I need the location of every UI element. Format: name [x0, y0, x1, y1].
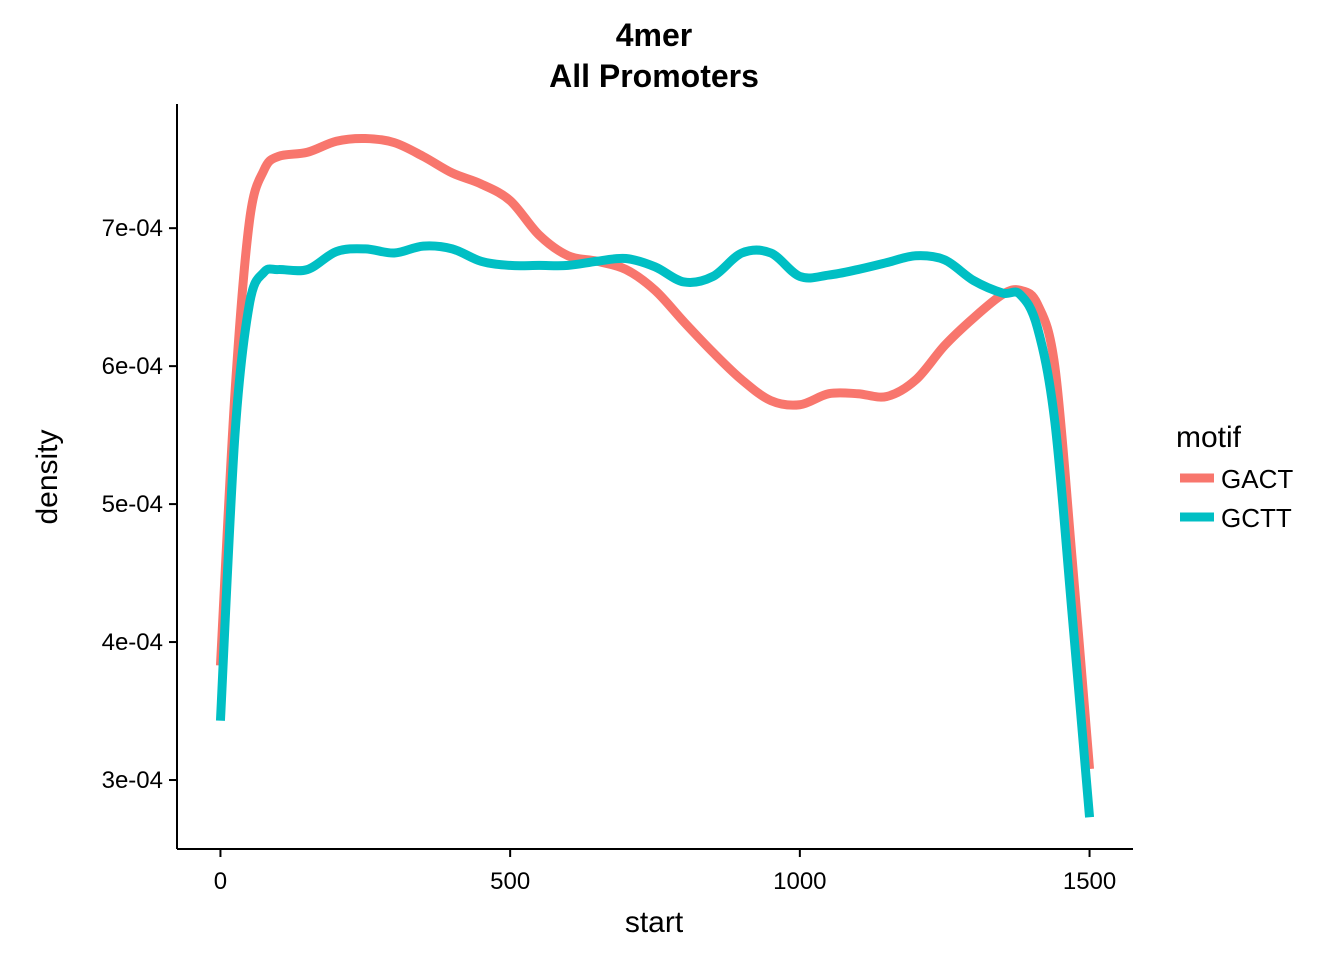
- legend-label-gact: GACT: [1221, 464, 1293, 494]
- legend-title: motif: [1176, 421, 1242, 454]
- x-axis-ticks: 0 500 1000 1500: [214, 849, 1116, 895]
- y-axis-ticks: 3e-04 4e-04 5e-04 6e-04 7e-04: [102, 215, 177, 794]
- y-tick-label: 4e-04: [102, 629, 163, 656]
- x-tick-label: 500: [490, 868, 530, 895]
- x-tick-label: 0: [214, 868, 227, 895]
- legend-label-gctt: GCTT: [1221, 503, 1292, 533]
- legend: motif GACT GCTT: [1176, 421, 1293, 533]
- y-tick-label: 6e-04: [102, 353, 163, 380]
- plot-area: [215, 133, 1095, 818]
- chart-title-line-1: 4mer: [616, 17, 693, 53]
- series-line-gctt: [215, 241, 1095, 818]
- x-axis-title: start: [625, 906, 684, 939]
- y-tick-label: 3e-04: [102, 767, 163, 794]
- x-tick-label: 1000: [773, 868, 826, 895]
- x-tick-label: 1500: [1063, 868, 1116, 895]
- y-axis-title: density: [31, 429, 64, 524]
- y-tick-label: 5e-04: [102, 491, 163, 518]
- y-tick-label: 7e-04: [102, 215, 163, 242]
- chart-title-line-2: All Promoters: [549, 58, 759, 94]
- series-line-gact: [215, 133, 1095, 770]
